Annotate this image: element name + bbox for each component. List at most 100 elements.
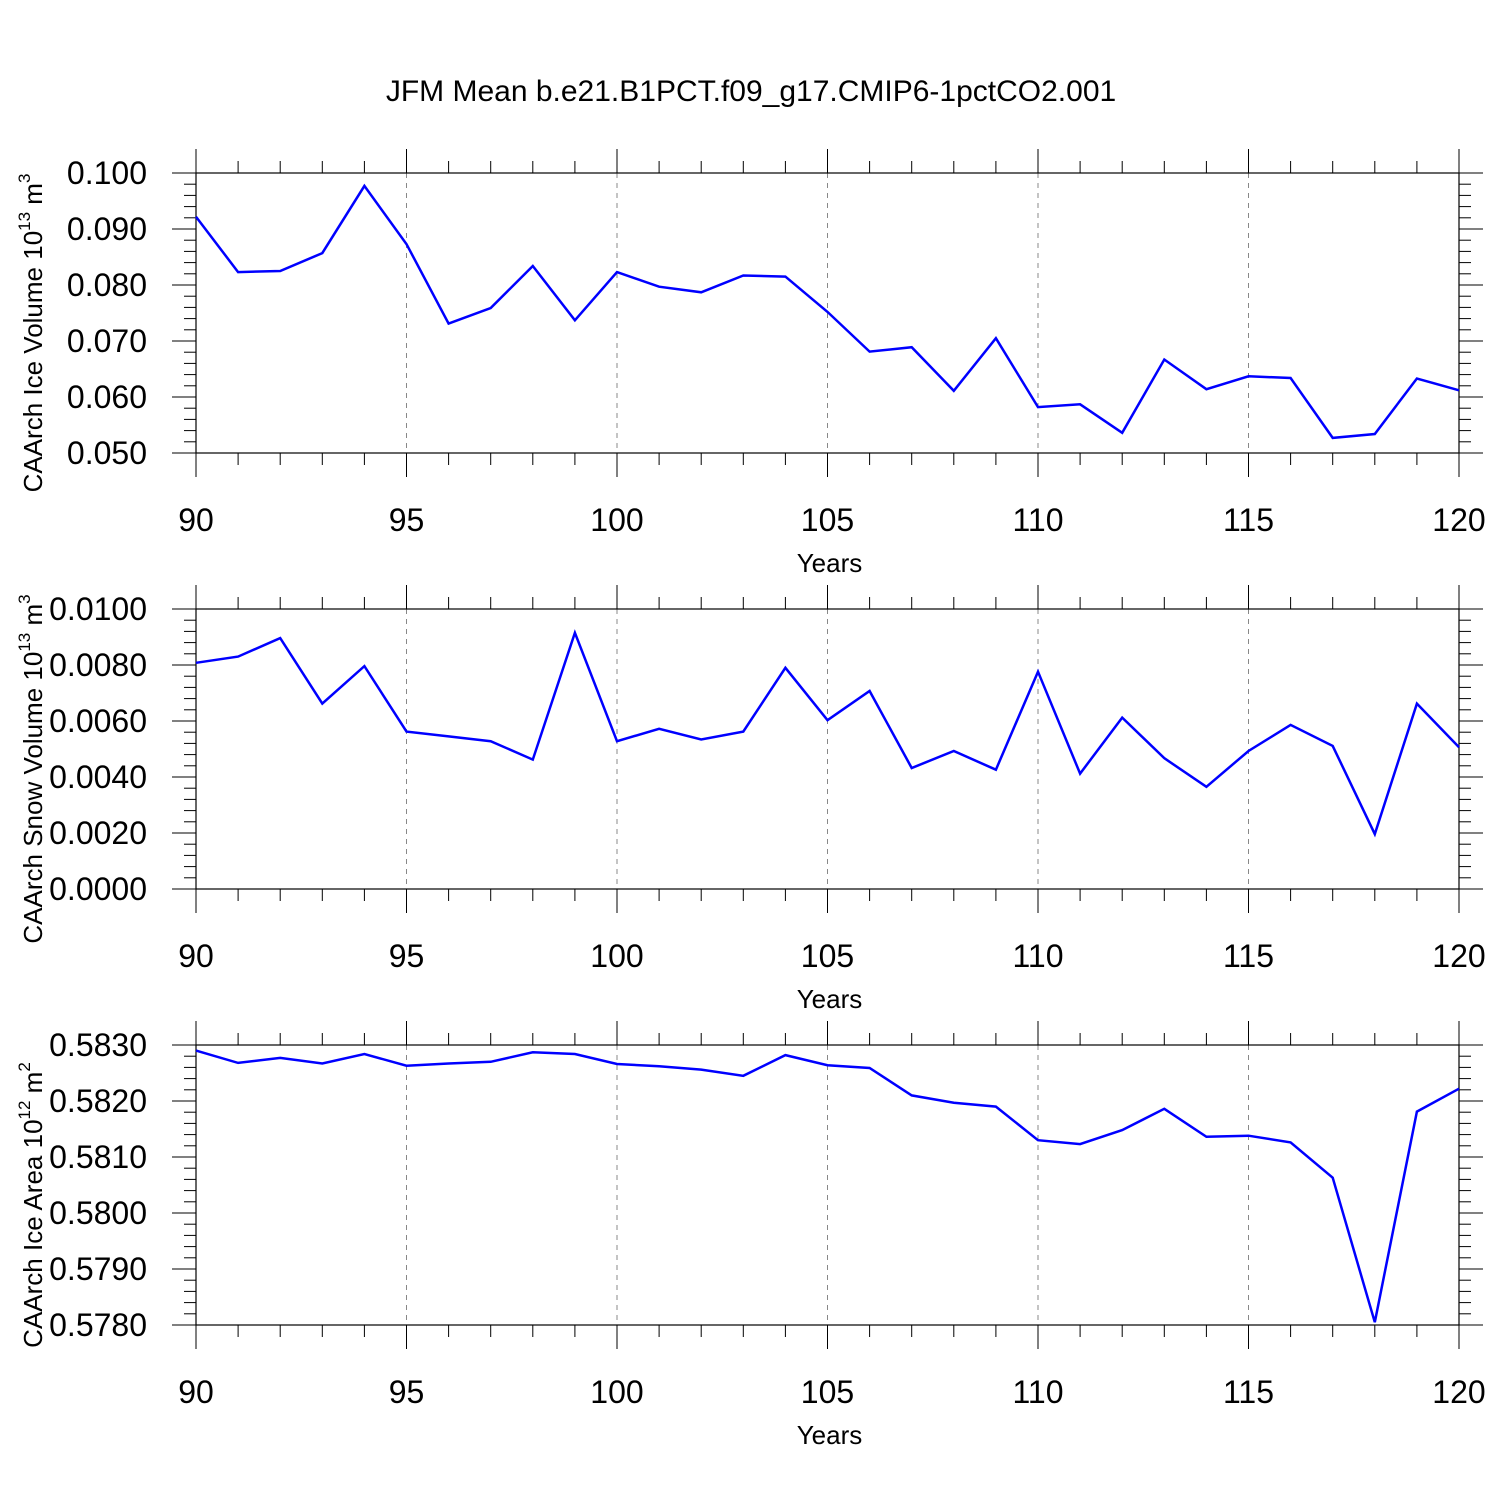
panel-3-y-tick-label: 0.5790 [49, 1251, 147, 1287]
panel-3-x-tick-label: 120 [1432, 1374, 1485, 1410]
panel-3-data-point [951, 1100, 956, 1105]
panel-1-data-point [1288, 375, 1293, 380]
panel-3-x-axis-label: Years [797, 1420, 863, 1450]
panel-1-x-tick-label: 95 [389, 502, 425, 538]
panel-2-data-point [1330, 743, 1335, 748]
panel-2-data-point [1204, 784, 1209, 789]
panel-1-data-point [657, 284, 662, 289]
panel-1-data-point [194, 214, 199, 219]
panel-3-data-point [1372, 1320, 1377, 1325]
panel-3-plot-frame [195, 1044, 1460, 1326]
panel-3-data-point [1288, 1140, 1293, 1145]
panel-2-y-axis-label-sup1: 13 [15, 633, 34, 652]
panel-2-data-point [488, 739, 493, 744]
panel-1-series-line [195, 183, 1460, 440]
panel-3-y-axis-label-sup2: 2 [15, 1062, 34, 1071]
panel-3-x-tick-label: 110 [1012, 1374, 1063, 1410]
panel-3: 90 95 100 105 110 115 120 0.5780 0.5790 0.5800 0.5… [15, 1021, 1486, 1450]
panel-2-x-tick-label: 120 [1432, 938, 1485, 974]
panel-2-data-point [530, 757, 535, 762]
panel-3-data-point [783, 1053, 788, 1058]
panel-3-y-axis-label-sup1: 12 [15, 1101, 34, 1120]
panel-2-y-tick-label: 0.0080 [49, 647, 147, 683]
panel-1-data-point [1120, 430, 1125, 435]
panel-3-y-axis-label-mid: m [18, 1072, 48, 1101]
panel-1-y-tick-label: 0.100 [67, 155, 147, 191]
panel-3-series-line [195, 1049, 1460, 1323]
panel-1-y-axis-label-mid: m [18, 183, 48, 212]
panel-3-data-point [278, 1055, 283, 1060]
panel-3-x-tick-label: 115 [1223, 1374, 1274, 1410]
panel-2-data-point [951, 748, 956, 753]
panel-1-x-tick-label: 115 [1223, 502, 1274, 538]
panel-1-data-point [909, 345, 914, 350]
panel-3-y-tick-label: 0.5830 [49, 1027, 147, 1063]
panel-3-data-point [194, 1048, 199, 1053]
panel-3-data-point [320, 1061, 325, 1066]
panel-1-y-tick-label: 0.060 [67, 379, 147, 415]
panel-2-series-line [195, 629, 1460, 838]
panel-2-y-axis-label: CAArch Snow Volume 1013 m3 [15, 594, 48, 943]
panel-2-y-axis-label-sup2: 3 [15, 594, 34, 603]
panel-3-y-tick-label: 0.5820 [49, 1083, 147, 1119]
panel-3-data-point [909, 1093, 914, 1098]
panel-1-data-point [446, 321, 451, 326]
panel-1-data-point [699, 290, 704, 295]
panel-3-y-tick-label: 0.5800 [49, 1195, 147, 1231]
panel-2-plot-frame [195, 608, 1460, 890]
panel-3-data-point [1036, 1138, 1041, 1143]
panel-1-data-point [1078, 402, 1083, 407]
panel-1-data-point [530, 263, 535, 268]
panel-1-data-point [993, 336, 998, 341]
panel-3-data-point [530, 1050, 535, 1055]
panel-1-data-point [320, 251, 325, 256]
panel-3-x-tick-label: 100 [590, 1374, 643, 1410]
panel-1-data-point [362, 183, 367, 188]
panel-3-data-point [1120, 1128, 1125, 1133]
panel-2-data-point [741, 729, 746, 734]
panel-3-y-axis-label-text: CAArch Ice Area 10 [18, 1119, 48, 1347]
panel-1-data-point [741, 273, 746, 278]
panel-1-data-point [825, 309, 830, 314]
panel-1-x-tick-label: 100 [590, 502, 643, 538]
panel-2-data-point [1372, 832, 1377, 837]
panel-3-y-tick-label: 0.5810 [49, 1139, 147, 1175]
panel-2-data-point [404, 729, 409, 734]
panel-1-data-point [951, 388, 956, 393]
panel-2-data-point [278, 636, 283, 641]
panel-1-data-point [1414, 376, 1419, 381]
panel-1-y-tick-label: 0.070 [67, 323, 147, 359]
panel-2-data-point [236, 654, 241, 659]
panel-1-data-point [572, 318, 577, 323]
panel-1-y-axis-label-sup1: 13 [15, 212, 34, 231]
panel-3-y-axis-label: CAArch Ice Area 1012 m2 [15, 1062, 48, 1348]
panel-3-data-point [1204, 1134, 1209, 1139]
panel-2-data-point [572, 630, 577, 635]
panel-1-data-point [783, 274, 788, 279]
panel-2-data-point [825, 718, 830, 723]
panel-1-x-tick-label: 120 [1432, 502, 1485, 538]
panel-1-x-tick-label: 90 [178, 502, 214, 538]
panel-1-y-tick-label: 0.080 [67, 267, 147, 303]
panel-2-y-axis-label-text: CAArch Snow Volume 10 [18, 652, 48, 944]
panel-3-x-tick-label: 90 [178, 1374, 214, 1410]
panel-1-plot-frame [195, 172, 1460, 454]
panel-2-data-point [194, 660, 199, 665]
panel-2-data-point [1288, 722, 1293, 727]
panel-2-y-tick-label: 0.0060 [49, 703, 147, 739]
panel-3-data-point [699, 1067, 704, 1072]
panel-2-x-tick-label: 95 [389, 938, 425, 974]
panel-3-data-point [1162, 1106, 1167, 1111]
panel-3-y-tick-label: 0.5780 [49, 1307, 147, 1343]
panel-1-x-tick-label: 110 [1012, 502, 1063, 538]
panel-1: 90 95 100 105 110 115 120 0.050 0.060 0.070 0.080 0… [15, 149, 1486, 578]
panel-1-y-axis-label: CAArch Ice Volume 1013 m3 [15, 174, 48, 493]
panel-3-data-point [1414, 1109, 1419, 1114]
panel-2-data-point [909, 766, 914, 771]
panel-2-data-point [615, 739, 620, 744]
panel-1-y-axis-label-sup2: 3 [15, 174, 34, 183]
panel-1-data-point [1204, 387, 1209, 392]
panel-1-y-tick-label: 0.090 [67, 211, 147, 247]
panel-2-y-tick-label: 0.0100 [49, 591, 147, 627]
